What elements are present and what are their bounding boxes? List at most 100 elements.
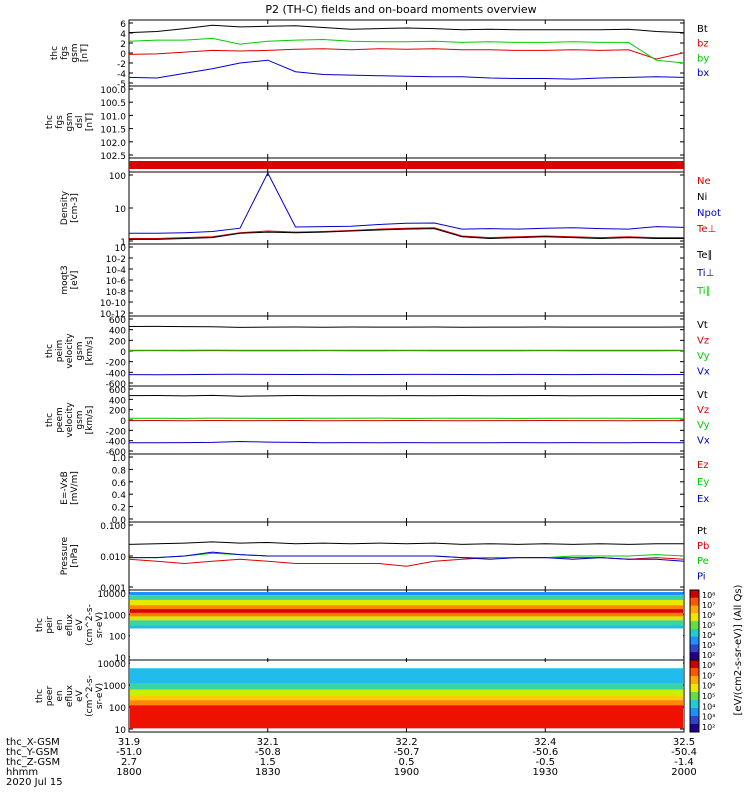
ylabel-line: gsm xyxy=(70,43,80,62)
colorbar-segment xyxy=(690,660,699,669)
colorbar-segment xyxy=(690,637,699,645)
colorbar-segment xyxy=(690,700,699,709)
legend-Vy: Vy xyxy=(697,351,710,362)
ylabel-line: moqt3 xyxy=(60,265,70,294)
series-Pe xyxy=(129,553,684,557)
spectrogram-band xyxy=(130,625,683,628)
legend-bx: bx xyxy=(697,68,709,79)
footer-value: 1830 xyxy=(255,767,280,778)
legend-Vt: Vt xyxy=(697,390,708,401)
ylabel-line: (cm^2-s- xyxy=(85,604,95,646)
y-tick-label: 0 xyxy=(120,348,126,358)
ylabel-line: thc xyxy=(45,115,55,129)
ylabel-line: (cm^2-s- xyxy=(85,675,95,717)
y-tick-label: -4 xyxy=(117,70,126,80)
legend-Te∥: Te∥ xyxy=(696,250,713,261)
ylabel-line: en xyxy=(55,690,65,701)
footer-value: 1930 xyxy=(533,767,558,778)
colorbar-segment xyxy=(690,652,699,660)
spectrogram-band xyxy=(130,592,683,595)
panel-flag xyxy=(129,158,684,172)
y-tick-label: -2 xyxy=(117,60,126,70)
y-tick-label: 0.4 xyxy=(112,491,127,501)
y-tick-label: 200 xyxy=(109,407,126,417)
legend-Vt: Vt xyxy=(697,320,708,331)
legend-Vx: Vx xyxy=(697,435,710,446)
y-tick-label: 100 xyxy=(109,704,126,714)
spectrogram-band xyxy=(130,690,683,696)
colorbar-tick: 10⁴ xyxy=(702,631,715,640)
y-tick-label: 400 xyxy=(109,327,126,337)
ylabel-line: [km/s] xyxy=(85,406,95,435)
ylabel-line: thc xyxy=(45,344,55,358)
panel-frame xyxy=(129,172,684,244)
spectrogram-band xyxy=(130,628,683,658)
ylabel-line: eflux xyxy=(65,684,75,707)
legend-Ne: Ne xyxy=(697,176,711,187)
y-tick-label: 10 xyxy=(115,205,127,215)
spectrogram-band xyxy=(130,695,683,700)
series-Pb xyxy=(129,558,684,567)
spectrogram-band xyxy=(130,668,683,683)
y-tick-label: 200 xyxy=(109,337,126,347)
colorbar-segment xyxy=(690,621,699,629)
series-Vx xyxy=(129,442,684,443)
y-tick-label: 101.0 xyxy=(100,112,126,122)
colorbar-tick: 10⁷ xyxy=(702,671,715,680)
legend-Ez: Ez xyxy=(697,460,709,471)
colorbar-tick: 10³ xyxy=(702,641,715,650)
y-tick-label: 102.5 xyxy=(100,152,126,162)
y-tick-label: 0.2 xyxy=(112,504,126,514)
ylabel-line: Density xyxy=(60,190,70,225)
ylabel-line: [nPa] xyxy=(70,544,80,567)
y-tick-label: 10000 xyxy=(97,660,126,670)
y-tick-label: 0.100 xyxy=(100,522,126,532)
colorbar-segment xyxy=(690,613,699,621)
y-tick-label: 10000 xyxy=(97,590,126,600)
series-Vt xyxy=(129,395,684,396)
ylabel-line: gsm xyxy=(65,112,75,131)
colorbar-tick: 10⁶ xyxy=(702,682,715,691)
legend-Te⊥: Te⊥ xyxy=(696,224,716,235)
y-tick-label: 0.010 xyxy=(100,553,126,563)
colorbar-segment xyxy=(690,598,699,606)
y-tick-label: 10 xyxy=(115,726,127,736)
ylabel-line: E=-VxB xyxy=(60,471,70,505)
ylabel-line: en xyxy=(55,619,65,630)
series-bx xyxy=(129,60,684,79)
y-tick-label: 0 xyxy=(120,50,126,60)
footer-row-label: 2020 Jul 15 xyxy=(6,777,63,788)
y-tick-label: 600 xyxy=(109,316,126,326)
colorbar-tick: 10⁵ xyxy=(702,692,715,701)
ylabel-line: eV xyxy=(75,618,85,631)
y-tick-label: 10-10 xyxy=(100,299,126,309)
legend-by: by xyxy=(697,53,709,64)
colorbar-segment xyxy=(690,644,699,652)
colorbar-segment xyxy=(690,724,699,733)
plot-title: P2 (TH-C) fields and on-board moments ov… xyxy=(265,3,536,16)
ylabel-line: [nT] xyxy=(80,44,90,62)
spectrogram-band xyxy=(130,684,683,690)
ylabel-line: gsm xyxy=(75,341,85,360)
y-tick-label: -200 xyxy=(106,427,127,437)
colorbar-segment xyxy=(690,676,699,685)
y-tick-label: -200 xyxy=(106,359,127,369)
y-tick-label: 10-4 xyxy=(106,266,127,276)
colorbar-tick: 10⁸ xyxy=(702,661,715,670)
legend-Vy: Vy xyxy=(697,420,710,431)
ylabel-line: thc xyxy=(35,689,45,703)
y-tick-label: 100 xyxy=(109,633,126,643)
ylabel-line: peer xyxy=(45,685,55,706)
spectrogram-band xyxy=(130,605,683,609)
colorbar-tick: 10³ xyxy=(702,713,715,722)
legend-Ti⊥: Ti⊥ xyxy=(696,268,714,279)
series-Pt xyxy=(129,542,684,545)
